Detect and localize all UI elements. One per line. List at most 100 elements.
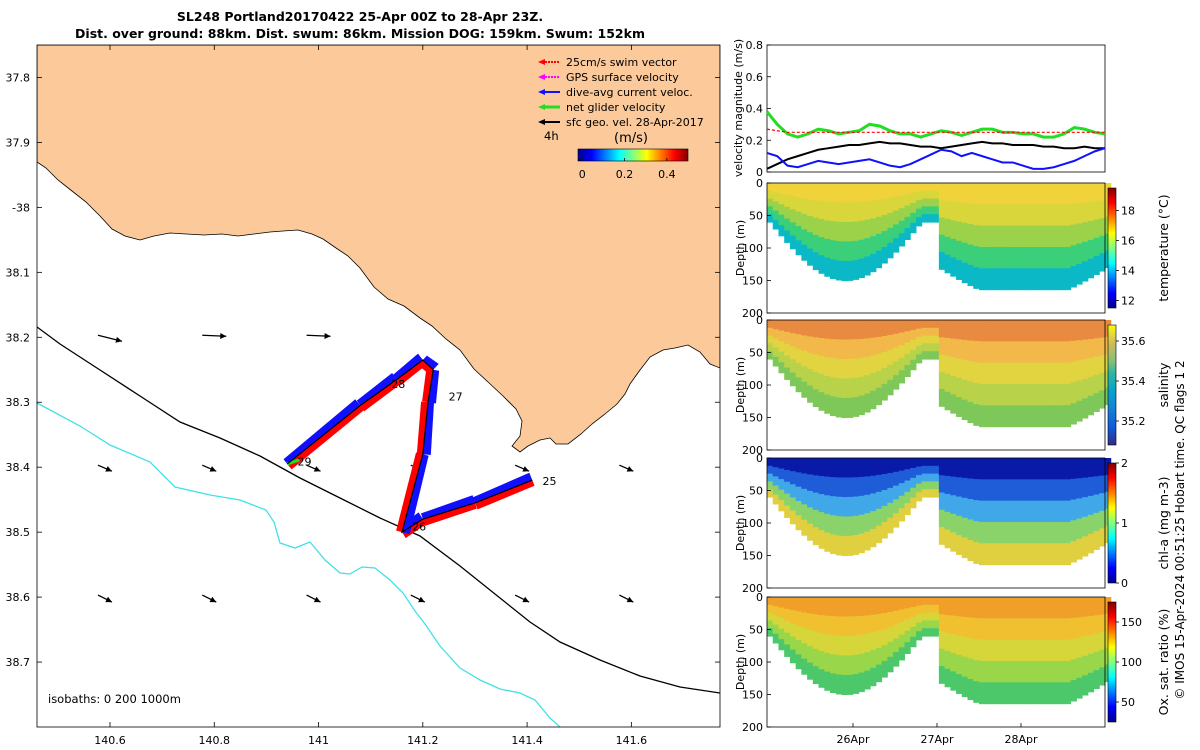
section-cell — [973, 639, 980, 661]
section-cell — [818, 633, 825, 652]
section-cell — [835, 397, 842, 418]
section-cell — [910, 606, 917, 618]
section-cell — [767, 335, 774, 344]
section-cell — [996, 405, 1003, 428]
section-cell — [933, 597, 940, 606]
section-cell — [1099, 667, 1106, 686]
section-cell — [990, 543, 997, 566]
section-cell — [1053, 543, 1060, 566]
section-cell — [990, 320, 997, 342]
section-cell — [1059, 597, 1066, 619]
section-cell — [1013, 204, 1020, 227]
section-cell — [1087, 376, 1095, 397]
section-cell — [915, 354, 923, 364]
section-cell — [1013, 682, 1020, 705]
section-cell — [801, 183, 808, 200]
section-cell — [772, 615, 779, 626]
section-cell — [978, 183, 986, 205]
legend-label: 25cm/s swim vector — [566, 56, 677, 69]
section-cell — [767, 628, 774, 637]
section-cell — [835, 655, 842, 676]
section-cell — [778, 225, 785, 237]
section-cell — [847, 260, 854, 281]
section-cell — [772, 476, 779, 487]
section-cell — [835, 241, 842, 262]
dive-avg-ribbon — [422, 355, 439, 370]
section-cell — [956, 458, 963, 478]
section-cell — [893, 196, 900, 212]
geo-velocity-arrow — [410, 594, 426, 603]
section-cell — [812, 354, 820, 373]
section-cell — [933, 214, 940, 223]
section-cell — [887, 242, 894, 259]
section-cell — [927, 465, 934, 475]
section-cell — [864, 633, 871, 653]
section-cell — [784, 320, 791, 333]
section-cell — [847, 241, 854, 262]
section-cell — [835, 635, 842, 656]
section-cell — [1047, 543, 1054, 566]
velocity-y-axis: 0 0.2 0.4 0.6 0.8 — [746, 39, 771, 179]
section-cell — [996, 268, 1003, 291]
section-cell — [956, 654, 963, 675]
day-label: 28 — [391, 378, 405, 391]
section-cell — [1076, 518, 1083, 540]
section-cell — [1007, 341, 1014, 364]
section-cell — [933, 458, 940, 467]
section-cell — [938, 183, 946, 201]
section-cell — [824, 394, 831, 414]
map-ytick-label: 38.7 — [6, 656, 31, 669]
section-cell — [767, 481, 774, 490]
section-cell — [961, 242, 969, 264]
section-cell — [875, 183, 883, 201]
section-cell — [1064, 320, 1072, 342]
section-colorbar — [1107, 601, 1117, 723]
section-cell — [1019, 341, 1026, 364]
section-cell — [961, 537, 969, 559]
section-cell — [910, 626, 917, 638]
section-ytick-label: 100 — [742, 517, 763, 530]
section-cell — [910, 183, 917, 194]
section-cell — [956, 674, 963, 694]
section-cell — [830, 339, 837, 359]
section-cell — [1076, 320, 1083, 341]
section-cell — [956, 377, 963, 398]
section-cell — [778, 468, 785, 480]
section-cell — [898, 647, 905, 661]
section-cell — [904, 630, 911, 643]
section-cell — [893, 471, 900, 487]
section-cell — [784, 505, 791, 518]
section-cell — [881, 505, 888, 523]
section-cell — [1093, 183, 1100, 202]
section-cell — [1093, 670, 1100, 689]
section-cell — [778, 458, 785, 470]
section-cell — [818, 651, 825, 670]
section-cell — [938, 665, 946, 684]
section-cell — [1099, 597, 1106, 616]
section-colorbar-tick: 0 — [1121, 577, 1128, 590]
section-cell — [973, 204, 980, 226]
section-cell — [950, 634, 957, 654]
section-cell — [933, 190, 940, 200]
section-cell — [973, 267, 980, 289]
section-cell — [852, 377, 860, 398]
section-cell — [944, 632, 951, 652]
section-cell — [1093, 237, 1100, 257]
section-cell — [858, 514, 865, 535]
section-cell — [881, 214, 888, 232]
section-cell — [1076, 657, 1083, 679]
section-cell — [1064, 639, 1072, 662]
section-cell — [841, 339, 848, 360]
section-cell — [973, 225, 980, 247]
section-cell — [830, 515, 837, 535]
section-cell — [973, 183, 980, 205]
section-cell — [852, 183, 860, 203]
section-xtick-label: 26Apr — [836, 733, 870, 746]
section-cell — [1099, 200, 1106, 219]
section-cell — [973, 597, 980, 619]
section-cell — [1047, 204, 1054, 227]
section-cell — [1019, 618, 1026, 641]
section-cell — [893, 597, 900, 612]
section-cell — [784, 608, 791, 622]
section-cell — [870, 614, 877, 634]
